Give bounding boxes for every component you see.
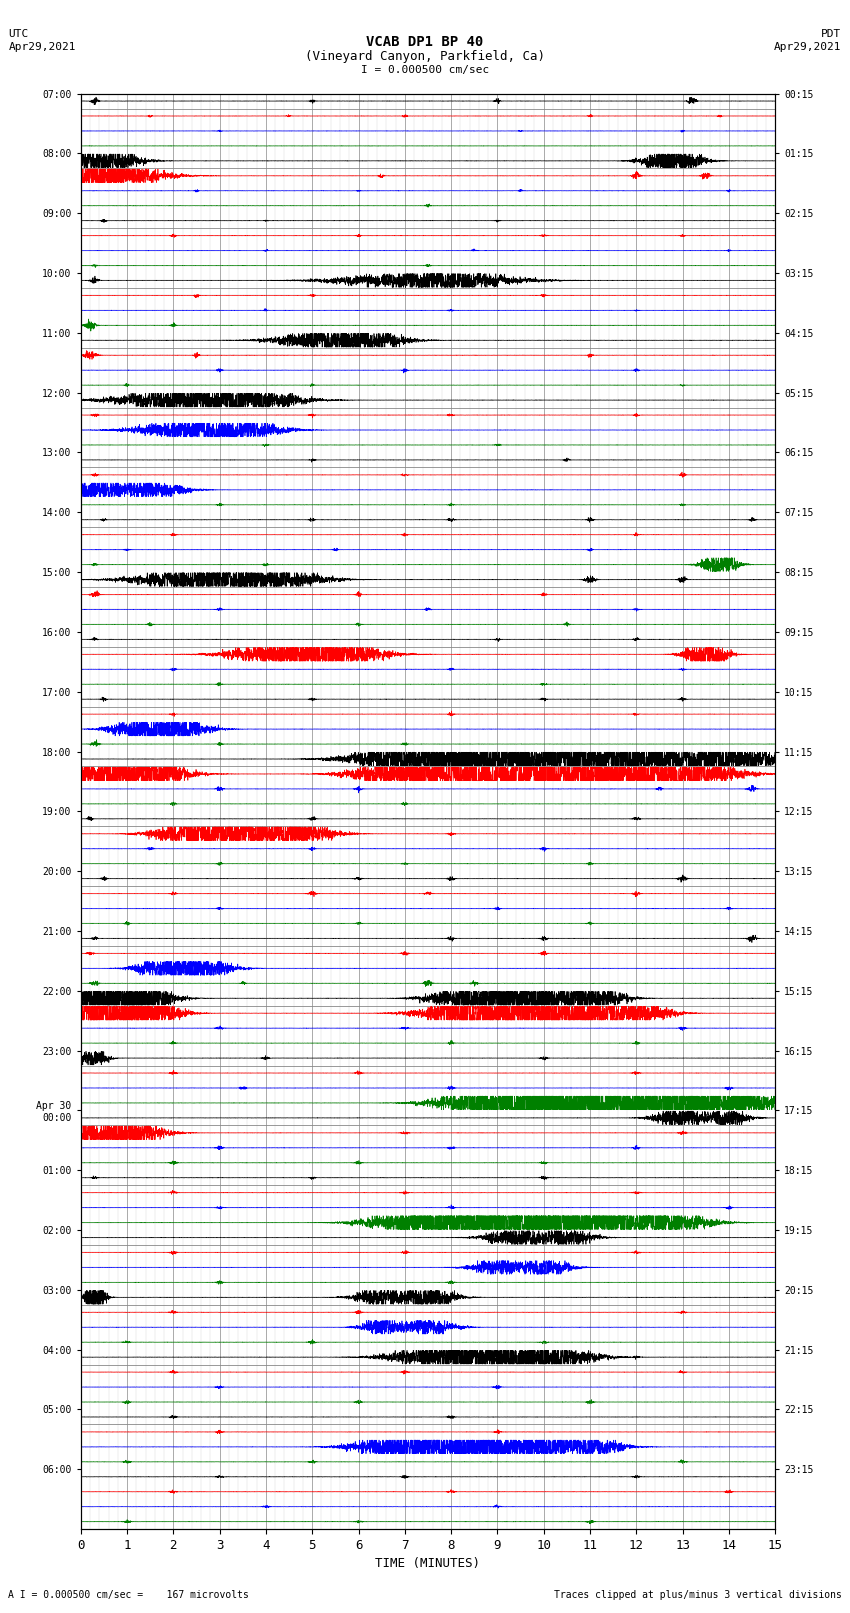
Text: Apr29,2021: Apr29,2021 <box>8 42 76 52</box>
Text: VCAB DP1 BP 40: VCAB DP1 BP 40 <box>366 35 484 50</box>
Text: PDT: PDT <box>821 29 842 39</box>
Text: I = 0.000500 cm/sec: I = 0.000500 cm/sec <box>361 65 489 74</box>
Text: UTC: UTC <box>8 29 29 39</box>
Text: Traces clipped at plus/minus 3 vertical divisions: Traces clipped at plus/minus 3 vertical … <box>553 1590 842 1600</box>
X-axis label: TIME (MINUTES): TIME (MINUTES) <box>376 1558 480 1571</box>
Text: A I = 0.000500 cm/sec =    167 microvolts: A I = 0.000500 cm/sec = 167 microvolts <box>8 1590 249 1600</box>
Text: Apr29,2021: Apr29,2021 <box>774 42 842 52</box>
Text: (Vineyard Canyon, Parkfield, Ca): (Vineyard Canyon, Parkfield, Ca) <box>305 50 545 63</box>
